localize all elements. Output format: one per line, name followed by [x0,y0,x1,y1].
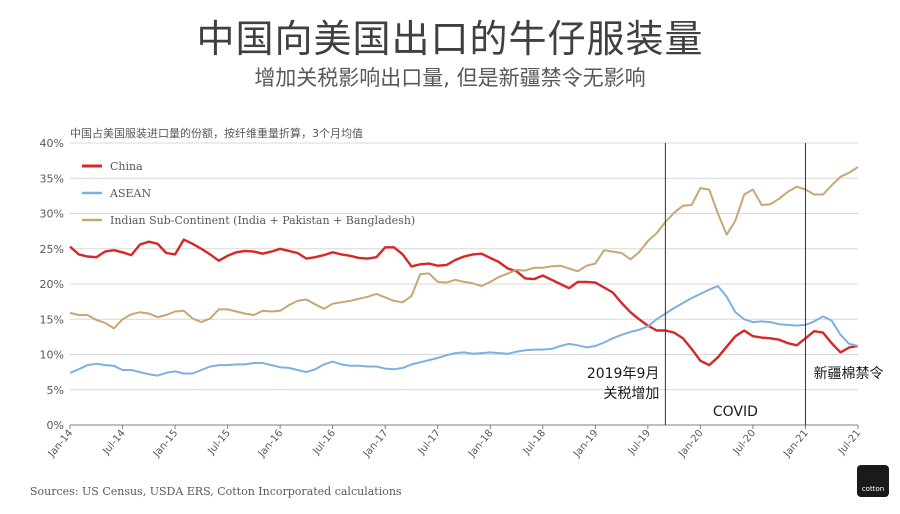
legend-label: China [110,160,143,173]
x-tick-label: Jan-16 [256,428,285,460]
source-note: Sources: US Census, USDA ERS, Cotton Inc… [30,485,402,498]
series-line-asean [69,285,859,377]
legend-label: ASEAN [109,187,151,200]
y-tick-label: 30% [40,208,64,221]
x-tick-label: Jan-19 [571,428,600,460]
cotton-logo-text: cotton [861,485,885,493]
x-tick-label: Jul-15 [206,428,233,458]
x-tick-label: Jan-20 [676,428,705,460]
page-subtitle: 增加关税影响出口量, 但是新疆禁令无影响 [254,66,646,90]
y-tick-label: 40% [40,137,64,150]
x-tick-label: Jul-18 [521,428,548,458]
x-tick-label: Jan-14 [46,428,75,460]
x-tick-label: Jan-17 [361,428,390,460]
x-tick-label: Jul-20 [731,428,758,458]
chart-title: 中国占美国服装进口量的份额，按纤维重量折算，3个月均值 [70,126,363,140]
y-tick-label: 25% [40,243,64,256]
x-tick-label: Jul-19 [626,428,653,458]
cotton-logo: cotton [857,465,889,497]
covid-label: COVID [713,404,758,420]
y-tick-label: 10% [40,349,64,362]
series-line-indian-subcontinent [69,166,859,330]
x-tick-label: Jan-21 [781,428,810,460]
x-tick-label: Jul-16 [311,428,338,458]
y-tick-label: 0% [47,419,64,432]
x-tick-label: Jul-21 [836,428,863,458]
y-tick-label: 35% [40,172,64,185]
tariff-event-label: 关税增加 [603,386,659,402]
page-title: 中国向美国出口的牛仔服装量 [196,17,704,61]
tariff-event-label: 2019年9月 [587,366,660,382]
series-line-china [69,238,859,367]
x-tick-label: Jul-17 [416,428,443,458]
x-tick-label: Jan-18 [466,428,495,460]
y-tick-label: 15% [40,313,64,326]
x-tick-label: Jan-15 [151,428,180,460]
y-tick-label: 20% [40,278,64,291]
y-tick-label: 5% [47,384,64,397]
legend-label: Indian Sub-Continent (India + Pakistan +… [110,214,415,227]
xinjiang-ban-label: 新疆棉禁令 [813,365,883,382]
x-tick-label: Jul-14 [101,428,128,458]
